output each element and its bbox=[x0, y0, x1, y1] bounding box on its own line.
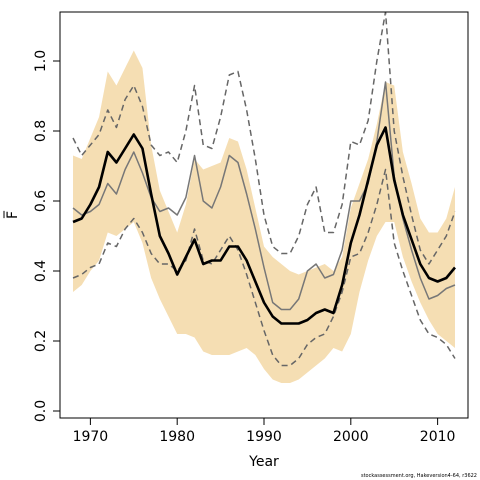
plot-inner bbox=[72, 12, 456, 383]
y-tick-label: 0.4 bbox=[33, 260, 49, 282]
plot-area bbox=[72, 12, 456, 383]
confidence-band bbox=[73, 50, 455, 383]
y-tick-label: 0.0 bbox=[33, 400, 49, 422]
x-tick-label: 1990 bbox=[246, 429, 282, 445]
x-axis-title: Year bbox=[248, 454, 279, 470]
y-tick-label: 0.6 bbox=[33, 190, 49, 212]
x-tick-label: 2010 bbox=[420, 429, 456, 445]
y-axis-title: F̅ bbox=[3, 210, 21, 219]
estimate-line bbox=[72, 126, 456, 325]
y-tick-label: 0.8 bbox=[33, 120, 49, 142]
x-tick-label: 1970 bbox=[73, 429, 109, 445]
comparison-upper-line bbox=[72, 12, 456, 265]
y-tick-label: 0.2 bbox=[33, 330, 49, 352]
footnote: stockassessment.org, Hakeversion4-64, r3… bbox=[361, 473, 477, 479]
y-tick-label: 1.0 bbox=[33, 50, 49, 72]
x-tick-label: 2000 bbox=[333, 429, 369, 445]
x-tick-label: 1980 bbox=[159, 429, 195, 445]
comparison-lower-line bbox=[72, 168, 456, 367]
comparison-line bbox=[72, 81, 456, 311]
axes: 1970 1980 1990 2000 2010 0.0 0.2 0.4 0.6 0.8 1.0 bbox=[33, 11, 469, 445]
